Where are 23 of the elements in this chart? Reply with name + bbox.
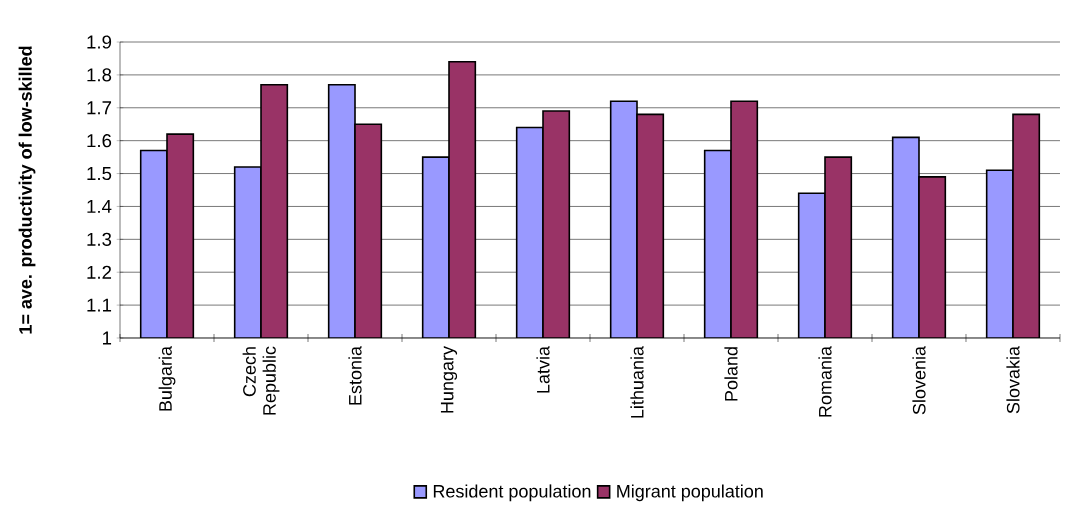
x-tick-label: Bulgaria xyxy=(158,346,176,411)
x-tick-label: Slovenia xyxy=(912,346,926,415)
legend-label: Resident population xyxy=(433,484,591,502)
x-tick-label: Czech Republic xyxy=(242,346,280,415)
y-tick-label: 1.3 xyxy=(87,232,112,246)
y-tick-label: 1.8 xyxy=(87,68,112,82)
x-tick-label: Lithuania xyxy=(630,346,644,418)
legend-label: Migrant population xyxy=(617,484,763,502)
y-tick-label: 1 xyxy=(103,331,112,345)
x-tick-label: Poland xyxy=(724,347,738,401)
y-tick-label: 1.4 xyxy=(87,200,112,213)
y-tick-label: 1.5 xyxy=(87,167,112,181)
y-tick-label: 1.1 xyxy=(87,298,112,312)
y-tick-label: 1.7 xyxy=(87,101,112,115)
x-tick-label: Hungary xyxy=(440,346,458,413)
y-tick-label: 1.6 xyxy=(87,134,112,148)
x-tick-label: Latvia xyxy=(536,346,550,393)
x-tick-label: Estonia xyxy=(348,346,362,405)
y-axis-title: 1= ave. productivity of low-skilled xyxy=(18,46,36,334)
y-tick-label: 1.9 xyxy=(87,35,112,49)
x-tick-label: Romania xyxy=(818,346,832,417)
y-tick-label: 1.2 xyxy=(87,265,112,279)
x-tick-label: Slovakia xyxy=(1006,346,1020,414)
